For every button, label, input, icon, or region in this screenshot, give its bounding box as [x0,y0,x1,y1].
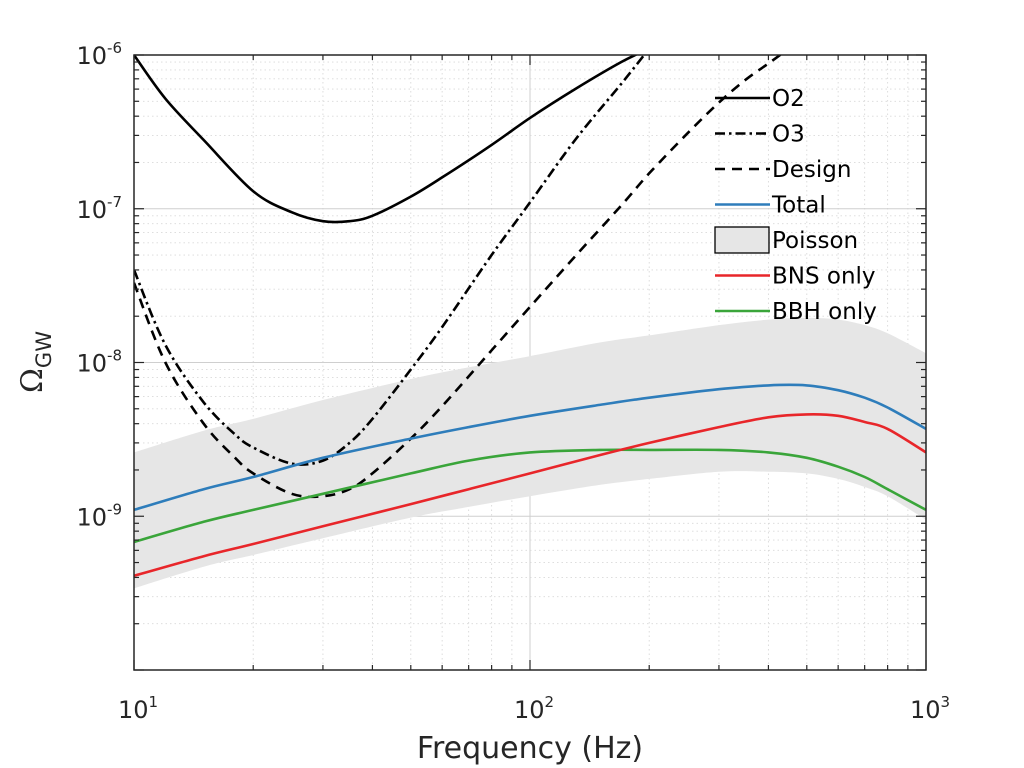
y-axis-label-symbol: Ω [15,368,50,393]
series-line-design [134,55,783,499]
legend-label: BBH only [772,299,877,325]
legend-item-o3: O3 [715,122,805,148]
legend-item-poisson: Poisson [714,226,858,254]
y-axis-label: ΩGW [15,331,56,393]
series-line-bbh-only [134,448,926,544]
y-tick-label: 10-6 [76,39,122,70]
y-tick-label-base: 10 [76,42,107,70]
x-tick-label-exponent: 1 [149,693,159,711]
axis-ticks [133,54,927,671]
legend-label: Design [772,157,851,183]
y-tick-label: 10-7 [76,193,122,224]
x-tick-label-exponent: 2 [545,693,555,711]
legend-label: Total [771,193,826,219]
legend-item-o2: O2 [715,86,805,112]
series-line-bns-only [134,413,926,578]
legend-label: Poisson [772,228,858,254]
y-tick-label-exponent: -7 [107,193,122,211]
series-line-o2 [134,55,639,224]
x-tick-label: 103 [910,693,950,724]
x-tick-label: 101 [118,693,158,724]
y-tick-label-exponent: -9 [107,500,122,518]
x-tick-label-base: 10 [514,696,545,724]
legend-item-design: Design [715,157,851,183]
y-tick-label-exponent: -8 [107,347,122,365]
legend: O2 O3 Design Total Poisson BNS only BBH only [714,86,877,325]
y-tick-label-base: 10 [76,196,107,224]
legend-item-bns-only: BNS only [715,264,876,290]
legend-swatch [714,226,770,254]
y-tick-label: 10-9 [76,500,122,531]
y-tick-label: 10-8 [76,347,122,378]
legend-label: O3 [772,122,805,148]
x-axis-label: Frequency (Hz) [417,731,643,766]
x-tick-label: 102 [514,693,554,724]
legend-item-bbh-only: BBH only [715,299,877,325]
svg-text:ΩGW: ΩGW [15,331,56,393]
y-tick-label-base: 10 [76,350,107,378]
y-tick-label-exponent: -6 [107,39,122,57]
series-line-total [134,383,926,512]
x-tick-label-exponent: 3 [941,693,951,711]
series-lines [134,55,926,578]
x-tick-label-base: 10 [118,696,149,724]
legend-label: BNS only [772,264,876,290]
legend-item-total: Total [715,193,826,219]
y-tick-label-base: 10 [76,503,107,531]
series-line-o3 [134,55,646,466]
legend-label: O2 [772,86,805,112]
x-tick-label-base: 10 [910,696,941,724]
y-axis-label-subscript: GW [32,331,56,368]
